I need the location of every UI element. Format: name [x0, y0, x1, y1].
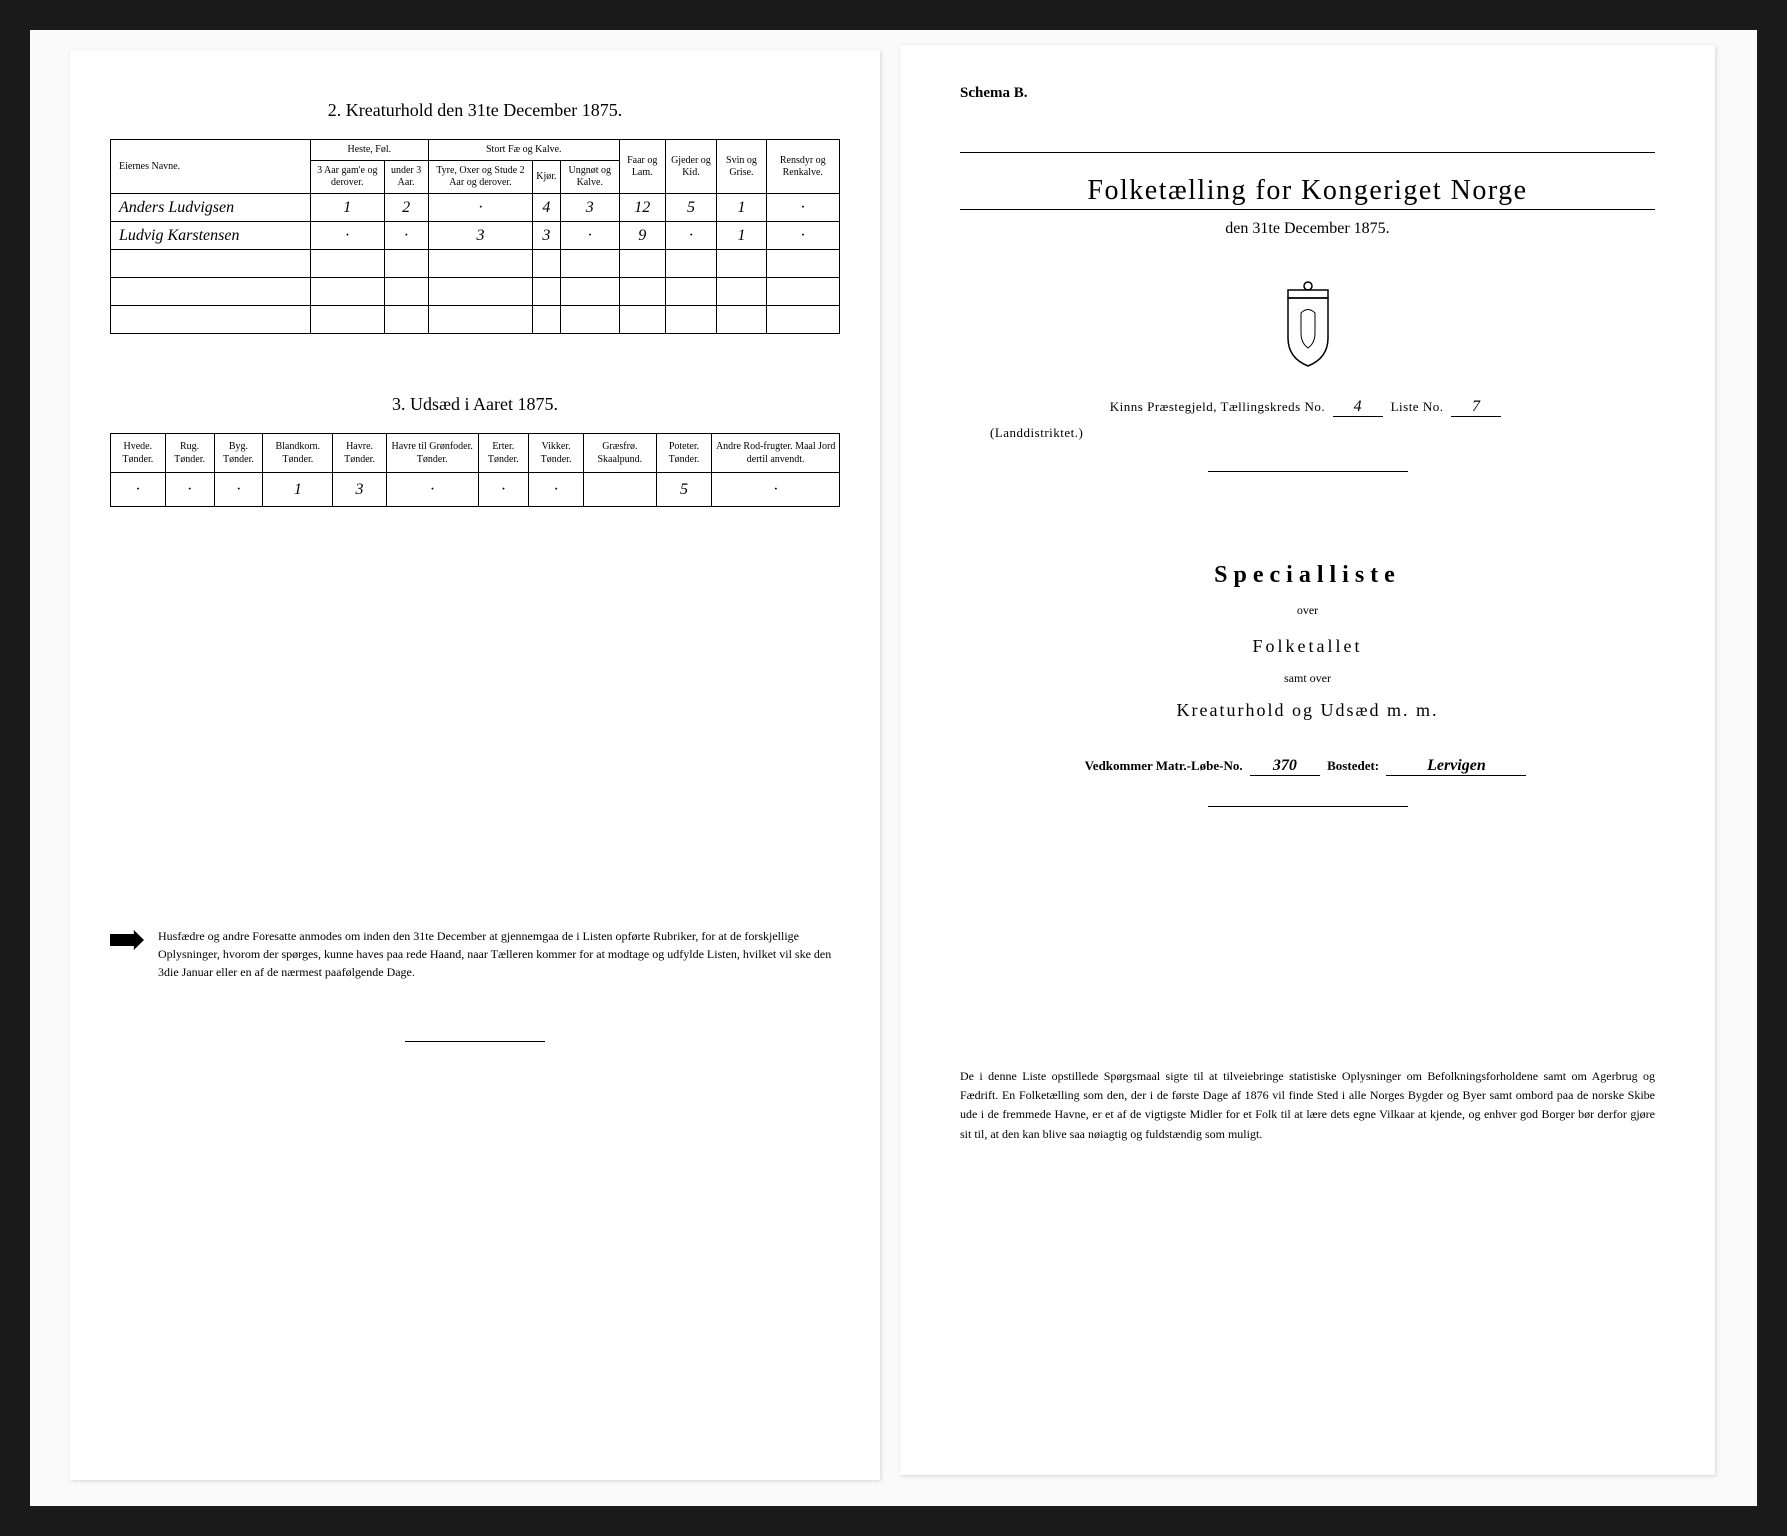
section2-title: 2. Kreaturhold den 31te December 1875.: [110, 100, 840, 121]
cell: 3: [428, 222, 533, 250]
divider: [1208, 806, 1408, 807]
kreds-no: 4: [1333, 398, 1383, 417]
cell: ·: [478, 473, 529, 507]
cell: 5: [665, 194, 717, 222]
land-label: (Landdistriktet.): [960, 425, 1655, 441]
cell: 12: [619, 194, 665, 222]
cell: ·: [111, 473, 166, 507]
table-row: [111, 278, 840, 306]
liste-no: 7: [1451, 398, 1501, 417]
cell: 1: [263, 473, 333, 507]
col-stort-c: Ungnøt og Kalve.: [560, 161, 619, 194]
col: Poteter. Tønder.: [656, 434, 712, 473]
section3-title: 3. Udsæd i Aaret 1875.: [110, 394, 840, 415]
cell: ·: [766, 194, 839, 222]
cell: 3: [533, 222, 560, 250]
cell: ·: [712, 473, 840, 507]
livestock-table: Eiernes Navne. Heste, Føl. Stort Fæ og K…: [110, 139, 840, 334]
col: Græsfrø. Skaalpund.: [584, 434, 657, 473]
table-row: [111, 306, 840, 334]
parish-name: Kinns: [1110, 399, 1144, 414]
divider: [405, 1041, 545, 1042]
col: Hvede. Tønder.: [111, 434, 166, 473]
parish-label: Præstegjeld, Tællingskreds No.: [1147, 399, 1325, 414]
table-row: · · · 1 3 · · · 5 ·: [111, 473, 840, 507]
cell: ·: [165, 473, 214, 507]
liste-label: Liste No.: [1391, 399, 1444, 414]
cell: ·: [214, 473, 263, 507]
cell: ·: [529, 473, 584, 507]
cell: ·: [766, 222, 839, 250]
table-row: Anders Ludvigsen 1 2 · 4 3 12 5 1 ·: [111, 194, 840, 222]
cell: ·: [665, 222, 717, 250]
matr-no: 370: [1250, 757, 1320, 776]
col-faar: Faar og Lam.: [619, 140, 665, 194]
over-label: over: [960, 603, 1655, 618]
col-name: Eiernes Navne.: [111, 140, 311, 194]
bottom-paragraph: De i denne Liste opstillede Spørgsmaal s…: [960, 1067, 1655, 1144]
cell: ·: [384, 222, 428, 250]
cell: ·: [428, 194, 533, 222]
pointing-hand-icon: [110, 930, 144, 950]
owner-name: Ludvig Karstensen: [111, 222, 311, 250]
schema-label: Schema B.: [960, 85, 1655, 102]
col: Byg. Tønder.: [214, 434, 263, 473]
parish-line: Kinns Præstegjeld, Tællingskreds No. 4 L…: [960, 398, 1655, 417]
col-rensdyr: Rensdyr og Renkalve.: [766, 140, 839, 194]
specialliste-heading: Specialliste: [960, 562, 1655, 589]
col-gjeder: Gjeder og Kid.: [665, 140, 717, 194]
footnote-text: Husfædre og andre Foresatte anmodes om i…: [158, 927, 840, 981]
cell: 1: [717, 194, 766, 222]
cell: 3: [333, 473, 387, 507]
samt-label: samt over: [960, 671, 1655, 686]
table-body: Anders Ludvigsen 1 2 · 4 3 12 5 1 · Ludv…: [111, 194, 840, 334]
footnote: Husfædre og andre Foresatte anmodes om i…: [110, 927, 840, 981]
folketallet-label: Folketallet: [960, 636, 1655, 657]
table-row: [111, 250, 840, 278]
table-head-row: Hvede. Tønder. Rug. Tønder. Byg. Tønder.…: [111, 434, 840, 473]
kreaturhold-label: Kreaturhold og Udsæd m. m.: [960, 700, 1655, 721]
cell: 4: [533, 194, 560, 222]
cell: 1: [311, 194, 385, 222]
right-page: Schema B. Folketælling for Kongeriget No…: [900, 45, 1715, 1475]
col: Blandkorn. Tønder.: [263, 434, 333, 473]
cell: ·: [386, 473, 478, 507]
cell: 1: [717, 222, 766, 250]
col: Havre. Tønder.: [333, 434, 387, 473]
left-page: 2. Kreaturhold den 31te December 1875. E…: [70, 50, 880, 1480]
col-heste-b: under 3 Aar.: [384, 161, 428, 194]
census-title: Folketælling for Kongeriget Norge: [960, 175, 1655, 207]
col: Rug. Tønder.: [165, 434, 214, 473]
col: Vikker. Tønder.: [529, 434, 584, 473]
table-row: Ludvig Karstensen · · 3 3 · 9 · 1 ·: [111, 222, 840, 250]
col-heste-group: Heste, Føl.: [311, 140, 429, 161]
col: Erter. Tønder.: [478, 434, 529, 473]
owner-name: Anders Ludvigsen: [111, 194, 311, 222]
col-stort-b: Kjør.: [533, 161, 560, 194]
col: Havre til Grønfoder. Tønder.: [386, 434, 478, 473]
col-svin: Svin og Grise.: [717, 140, 766, 194]
cell: 3: [560, 194, 619, 222]
cell: ·: [311, 222, 385, 250]
vedk-label: Vedkommer Matr.-Løbe-No.: [1085, 758, 1243, 773]
census-date: den 31te December 1875.: [960, 220, 1655, 238]
cell: [584, 473, 657, 507]
cell: 2: [384, 194, 428, 222]
table-head: Eiernes Navne. Heste, Føl. Stort Fæ og K…: [111, 140, 840, 194]
col-heste-a: 3 Aar gam'e og derover.: [311, 161, 385, 194]
col-stort-a: Tyre, Oxer og Stude 2 Aar og derover.: [428, 161, 533, 194]
cell: 5: [656, 473, 712, 507]
cell: 9: [619, 222, 665, 250]
bosted-value: Lervigen: [1386, 757, 1526, 776]
matr-line: Vedkommer Matr.-Løbe-No. 370 Bostedet: L…: [960, 757, 1655, 776]
col-stort-group: Stort Fæ og Kalve.: [428, 140, 619, 161]
cell: ·: [560, 222, 619, 250]
bosted-label: Bostedet:: [1327, 758, 1379, 773]
seed-table: Hvede. Tønder. Rug. Tønder. Byg. Tønder.…: [110, 433, 840, 507]
col: Andre Rod-frugter. Maal Jord dertil anve…: [712, 434, 840, 473]
title-rule: Folketælling for Kongeriget Norge: [960, 152, 1655, 210]
divider: [1208, 471, 1408, 472]
coat-of-arms-icon: [1273, 278, 1343, 368]
